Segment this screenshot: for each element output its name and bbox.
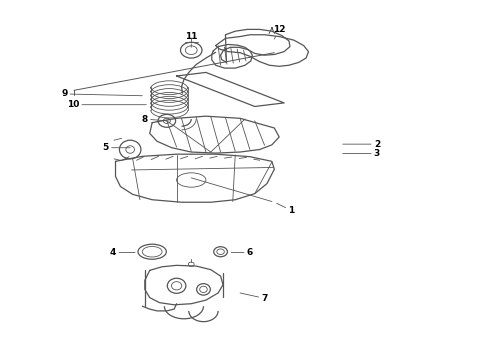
Text: 1: 1	[277, 203, 294, 215]
Text: 12: 12	[273, 25, 286, 39]
Text: 4: 4	[110, 248, 135, 257]
Text: 3: 3	[343, 149, 380, 158]
Text: 7: 7	[240, 293, 268, 303]
Text: 11: 11	[185, 32, 197, 47]
Text: 10: 10	[67, 100, 147, 109]
Text: 8: 8	[142, 114, 167, 123]
Text: 6: 6	[231, 248, 253, 257]
Text: 2: 2	[343, 140, 380, 149]
Text: 5: 5	[102, 143, 130, 152]
Text: 9: 9	[61, 89, 143, 98]
